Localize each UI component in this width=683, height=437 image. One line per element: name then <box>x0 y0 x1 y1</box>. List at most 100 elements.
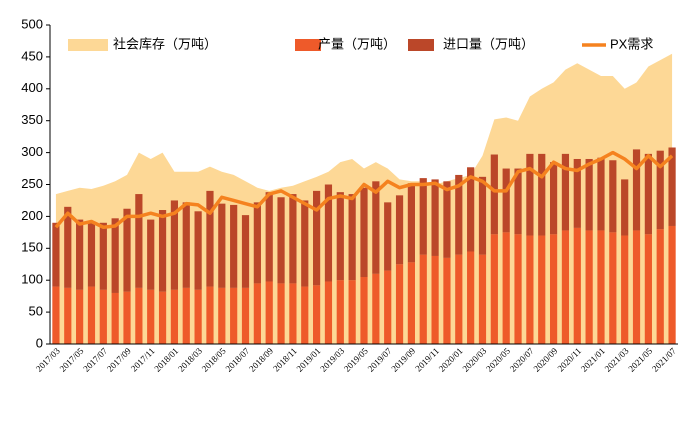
bar <box>218 203 226 288</box>
bar <box>170 200 179 290</box>
bar <box>289 194 297 284</box>
legend-swatch <box>408 39 434 51</box>
bar <box>253 202 261 284</box>
x-tick-label: 2021/05 <box>626 345 654 373</box>
bar <box>111 292 119 344</box>
bar <box>443 181 451 258</box>
bar <box>253 283 261 344</box>
bar <box>502 168 510 233</box>
x-tick-label: 2019/09 <box>389 345 417 373</box>
x-tick-label: 2020/09 <box>532 345 560 373</box>
bar <box>538 235 546 344</box>
bar <box>585 158 593 231</box>
x-tick-label: 2019/03 <box>318 345 346 373</box>
bar <box>573 158 581 228</box>
bar <box>123 208 131 292</box>
x-tick-label: 2018/09 <box>247 345 275 373</box>
bar <box>467 167 475 252</box>
bar <box>194 289 202 344</box>
bar <box>182 287 190 344</box>
bar <box>324 281 333 344</box>
bar <box>289 283 297 344</box>
bar <box>478 176 487 255</box>
y-tick-label: 450 <box>21 48 43 63</box>
bar <box>277 197 285 284</box>
bar <box>514 234 522 344</box>
bar <box>372 273 380 344</box>
bar <box>99 289 107 344</box>
bar <box>478 254 487 344</box>
bar <box>158 210 167 292</box>
bar <box>313 285 321 344</box>
bar <box>597 230 605 344</box>
y-tick-label: 100 <box>21 272 43 287</box>
bar <box>526 153 534 236</box>
bar <box>313 190 321 286</box>
bar <box>135 287 143 344</box>
bar <box>348 194 356 281</box>
bar <box>431 179 439 256</box>
bar <box>111 218 119 293</box>
bar <box>372 181 380 274</box>
bar <box>561 153 570 231</box>
bar <box>360 187 368 278</box>
x-tick-label: 2019/11 <box>413 346 441 374</box>
bar <box>241 287 250 344</box>
bar <box>597 157 605 231</box>
y-tick-label: 250 <box>21 176 43 191</box>
x-tick-label: 2019/01 <box>295 346 323 374</box>
bar <box>147 289 155 344</box>
bar <box>241 215 250 288</box>
y-tick-label: 300 <box>21 144 43 159</box>
bar <box>609 160 617 233</box>
bar <box>419 178 427 255</box>
x-tick-label: 2020/01 <box>437 346 465 374</box>
bar <box>407 183 415 263</box>
bar <box>467 251 475 344</box>
x-tick-label: 2017/11 <box>129 346 157 374</box>
bar <box>206 286 214 344</box>
bar <box>87 221 96 287</box>
bar <box>182 202 190 288</box>
bar <box>490 154 498 235</box>
x-tick-label: 2019/07 <box>366 345 394 373</box>
bar <box>549 162 558 235</box>
legend-label: 社会库存（万吨） <box>113 36 217 51</box>
y-tick-label: 350 <box>21 112 43 127</box>
bar <box>301 200 309 287</box>
bar <box>147 219 155 290</box>
bar <box>632 230 641 344</box>
x-tick-label: 2021/01 <box>579 346 607 374</box>
x-tick-label: 2018/11 <box>271 346 299 374</box>
bar <box>585 230 593 344</box>
bar <box>123 291 131 344</box>
line <box>54 150 674 229</box>
bar <box>656 150 664 230</box>
bar <box>431 255 439 344</box>
bar <box>514 168 522 235</box>
bar <box>230 287 238 344</box>
bar <box>644 153 652 235</box>
bar <box>644 234 652 344</box>
bar <box>52 222 60 287</box>
bar <box>301 286 309 344</box>
legend-swatch <box>295 39 321 51</box>
y-tick-label: 0 <box>36 335 43 350</box>
y-tick-label: 400 <box>21 80 43 95</box>
bar <box>324 184 333 282</box>
bar <box>632 149 641 231</box>
legend-label: 产量（万吨） <box>318 36 396 51</box>
bar <box>526 235 534 344</box>
bar <box>360 277 368 344</box>
bar <box>87 286 96 344</box>
bar <box>490 234 498 344</box>
bar <box>230 204 238 288</box>
bar <box>64 206 72 288</box>
bar <box>395 195 404 265</box>
x-tick-label: 2017/05 <box>58 345 86 373</box>
x-tick-label: 2018/07 <box>223 345 251 373</box>
bar <box>419 254 427 344</box>
y-tick-label: 50 <box>29 304 43 319</box>
bar <box>99 222 107 290</box>
